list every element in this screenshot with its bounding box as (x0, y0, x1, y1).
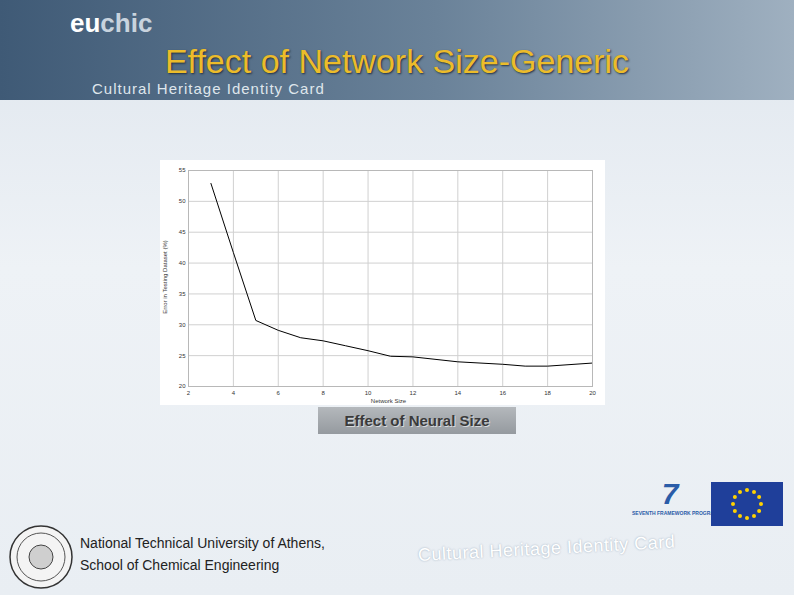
svg-text:10: 10 (365, 390, 372, 396)
svg-text:8: 8 (321, 390, 325, 396)
html-text:Effect of Network Size-Generic: Effect of Network Size-Generic (164, 42, 630, 80)
svg-text:12: 12 (410, 390, 417, 396)
svg-text:18: 18 (544, 390, 551, 396)
html-text:Network Size: Network Size (370, 398, 407, 404)
html-text:Cultural Heritage Identity Car: Cultural Heritage Identity Card (417, 531, 676, 565)
svg-text:35: 35 (179, 291, 186, 297)
svg-text:30: 30 (179, 322, 186, 328)
svg-text:20: 20 (589, 390, 596, 396)
svg-text:16: 16 (499, 390, 506, 396)
svg-text:2: 2 (187, 390, 191, 396)
svg-text:50: 50 (179, 198, 186, 204)
svg-text:55: 55 (179, 167, 186, 173)
svg-text:20: 20 (179, 383, 186, 389)
html-text:Error in Testing Dataset (%): Error in Testing Dataset (%) (162, 240, 168, 314)
html-text:SEVENTH FRAMEWORK PROGRAMME: SEVENTH FRAMEWORK PROGRAMME (632, 510, 726, 516)
html-text:Effect of Neural Size: Effect of Neural Size (344, 412, 490, 429)
svg-text:6: 6 (277, 390, 281, 396)
svg-text:45: 45 (179, 229, 186, 235)
html-text:School of Chemical Engineering: School of Chemical Engineering (80, 557, 280, 573)
html-text:National Technical University: National Technical University of Athens, (80, 535, 325, 551)
svg-text:14: 14 (454, 390, 461, 396)
svg-text:4: 4 (232, 390, 236, 396)
svg-text:25: 25 (179, 353, 186, 359)
svg-text:40: 40 (179, 260, 186, 266)
html-text:Cultural Heritage Identity Car: Cultural Heritage Identity Card (92, 80, 325, 97)
html-text:eu chic: eu chic (70, 8, 153, 38)
html-text:7: 7 (661, 477, 679, 510)
